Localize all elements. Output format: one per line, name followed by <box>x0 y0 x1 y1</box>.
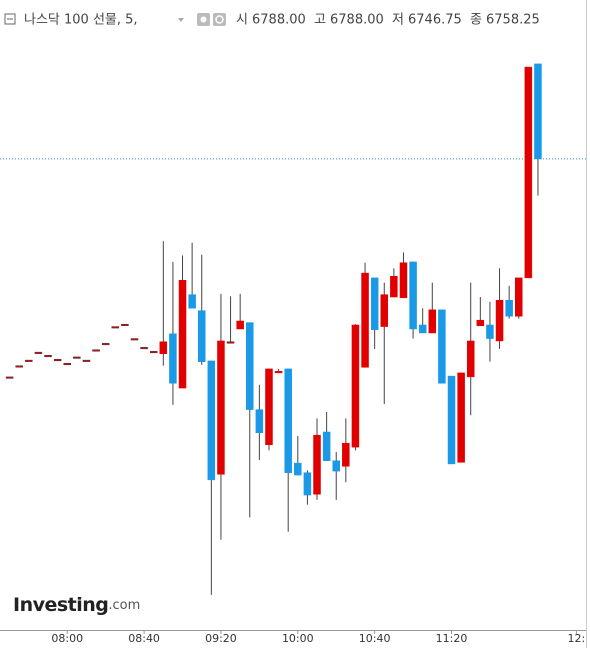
ohlc-value: 6758.25 <box>486 13 540 28</box>
candle-body <box>188 294 196 309</box>
candle-body <box>447 375 456 465</box>
candle-body <box>73 356 81 359</box>
candle-body <box>15 365 23 368</box>
candle-body <box>111 326 120 329</box>
x-tick-label: 12: <box>568 632 586 645</box>
candle-body <box>486 324 494 339</box>
ohlc-name: 종 <box>470 13 482 28</box>
candle-body <box>457 372 465 463</box>
candle-body <box>303 472 312 496</box>
candle-body <box>53 359 62 362</box>
x-tick-label: 11:20 <box>436 632 468 645</box>
candle-body <box>322 431 331 461</box>
x-axis: 08:00 08:40 09:20 10:00 10:40 11:20 12: <box>51 630 585 645</box>
candle-body <box>380 294 389 327</box>
candle-body <box>534 63 542 160</box>
settings-icon[interactable] <box>213 13 226 26</box>
ohlc-value: 6746.75 <box>408 13 462 28</box>
candle-body <box>140 347 148 350</box>
candle-body <box>207 360 216 481</box>
candle-body <box>159 341 168 354</box>
candle-body <box>294 462 302 476</box>
dropdown-caret[interactable] <box>178 18 184 22</box>
candle-body <box>197 310 206 362</box>
x-tick-label: 08:00 <box>51 632 83 645</box>
candle-body <box>515 277 523 317</box>
header-ohlc: 시 6788.00 고 6788.00 저 6746.75 종 6758.25 <box>236 13 540 28</box>
ohlc-value: 6788.00 <box>252 13 306 28</box>
candle-body <box>63 363 71 366</box>
candle-body <box>246 322 254 410</box>
x-tick-label: 09:20 <box>205 632 237 645</box>
candle-body <box>121 323 129 326</box>
chart-title: 나스닥 100 선물, 5, <box>24 13 138 28</box>
candle-body <box>370 277 379 331</box>
ohlc-value: 6788.00 <box>330 13 384 28</box>
candle-body <box>236 320 244 330</box>
candle-body <box>284 368 292 473</box>
candle-body <box>428 309 437 334</box>
ohlc-name: 시 <box>236 13 248 28</box>
candle-body <box>505 299 513 317</box>
ohlc-name: 저 <box>392 13 404 28</box>
candle-body <box>466 340 475 378</box>
candle-body <box>130 338 139 341</box>
candle-body <box>82 359 91 362</box>
candle-body <box>44 355 52 358</box>
candle-body <box>390 276 398 298</box>
candle-body <box>101 343 110 346</box>
candle-body <box>524 66 533 279</box>
candle-body <box>265 368 273 446</box>
candle-body <box>495 299 504 342</box>
plot-area <box>0 63 586 595</box>
candle-body <box>169 333 177 384</box>
candle-body <box>226 341 235 344</box>
candle-body <box>476 319 485 327</box>
watermark-suffix: .com <box>108 598 140 613</box>
watermark: Investing.com <box>13 594 140 616</box>
candle-body <box>34 351 43 354</box>
x-tick-label: 10:40 <box>359 632 391 645</box>
ohlc-name: 고 <box>314 13 326 28</box>
candle-body <box>178 280 187 389</box>
candle-body <box>274 371 283 374</box>
candle-body <box>149 351 158 354</box>
candle-body <box>409 261 417 330</box>
settings-icon-gear <box>215 15 224 24</box>
candle-body <box>342 442 350 467</box>
eye-icon-pupil <box>200 16 207 23</box>
candle-body <box>332 460 340 472</box>
candle-body <box>418 324 427 334</box>
x-tick-label: 08:40 <box>128 632 160 645</box>
candle-body <box>361 272 369 368</box>
candle-body <box>351 324 360 448</box>
candle-body <box>25 359 33 362</box>
candle-body <box>217 340 225 475</box>
candle-body <box>255 409 264 434</box>
candle-body <box>399 262 408 299</box>
collapse-icon[interactable] <box>4 13 16 25</box>
x-tick-label: 10:00 <box>282 632 314 645</box>
candle-body <box>438 309 446 384</box>
candle-body <box>92 349 100 352</box>
watermark-brand: Investing <box>13 594 108 616</box>
candle-body <box>313 434 321 495</box>
candle-body <box>5 376 14 379</box>
